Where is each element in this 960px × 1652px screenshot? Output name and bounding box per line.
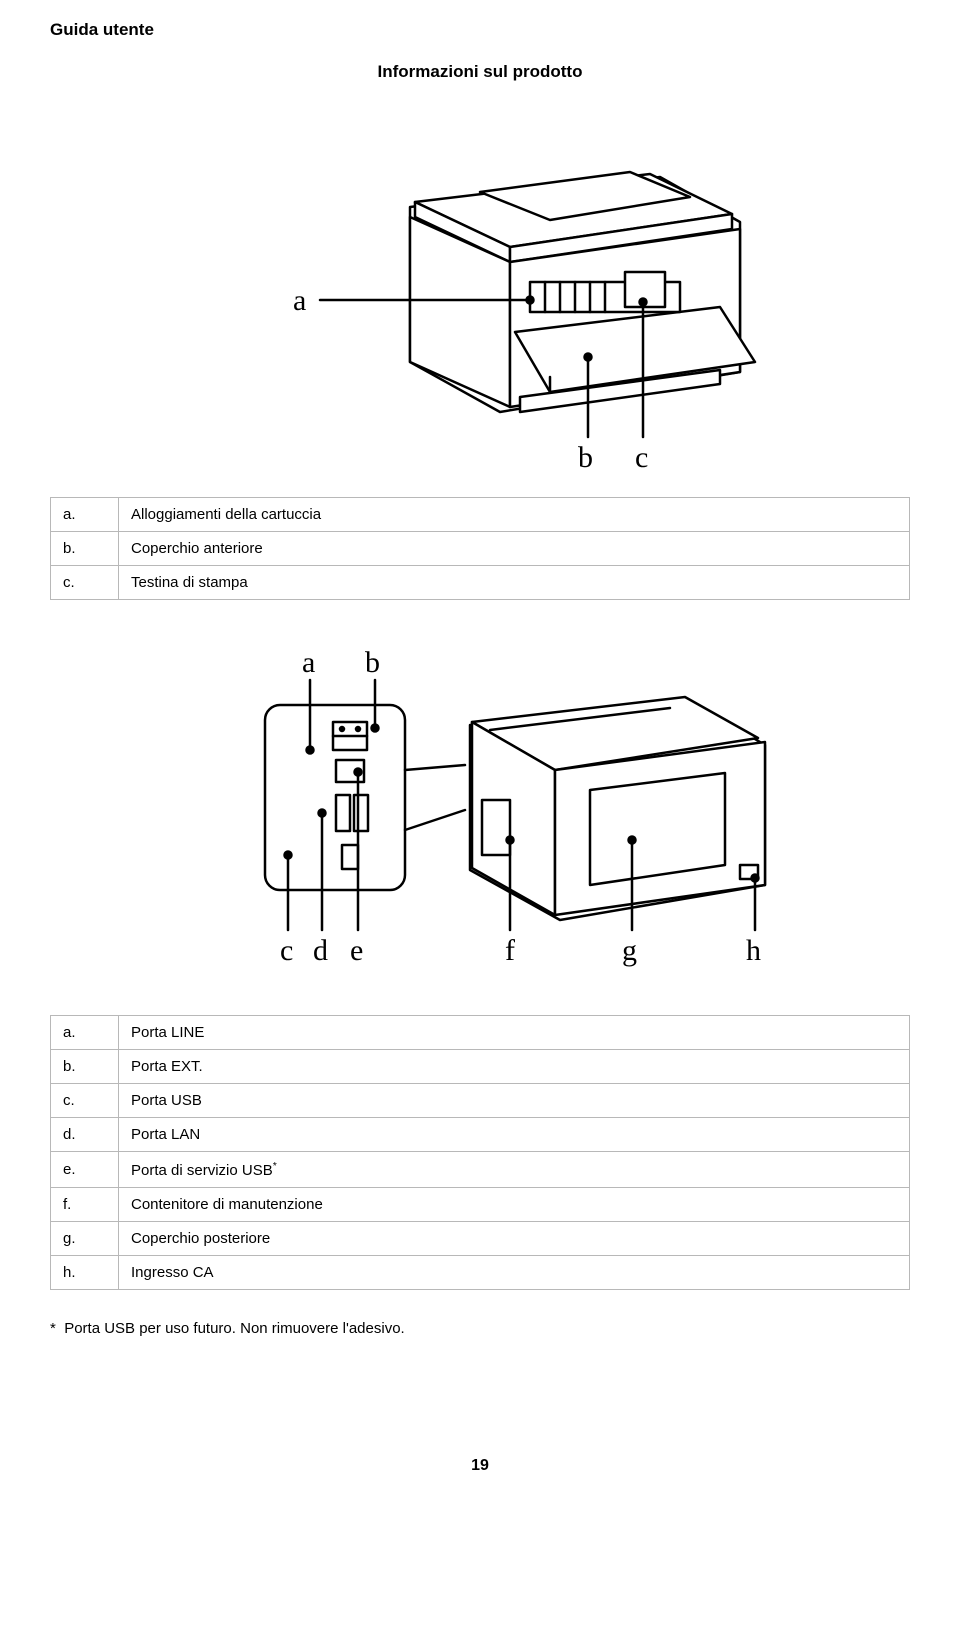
row-key: h. bbox=[51, 1256, 119, 1290]
row-val: Porta EXT. bbox=[119, 1050, 910, 1084]
row-key: b. bbox=[51, 532, 119, 566]
row-key: a. bbox=[51, 498, 119, 532]
row-key: a. bbox=[51, 1016, 119, 1050]
diagram2-label-h: h bbox=[746, 934, 761, 967]
parts-table-2: a. Porta LINE b. Porta EXT. c. Porta USB… bbox=[50, 1015, 910, 1290]
diagram2-label-a: a bbox=[302, 646, 315, 679]
diagram2-label-c: c bbox=[280, 934, 293, 967]
table-row: e. Porta di servizio USB* bbox=[51, 1152, 910, 1188]
table-row: c. Testina di stampa bbox=[51, 566, 910, 600]
parts-table-1: a. Alloggiamenti della cartuccia b. Cope… bbox=[50, 497, 910, 600]
diagram2-label-f: f bbox=[505, 934, 515, 967]
row-val: Coperchio anteriore bbox=[119, 532, 910, 566]
diagram2-label-e: e bbox=[350, 934, 363, 967]
table-row: a. Alloggiamenti della cartuccia bbox=[51, 498, 910, 532]
diagram-rear: a b c d e f g h bbox=[50, 630, 910, 995]
row-key: b. bbox=[51, 1050, 119, 1084]
row-key: e. bbox=[51, 1152, 119, 1188]
table-row: d. Porta LAN bbox=[51, 1118, 910, 1152]
page-number: 19 bbox=[50, 1457, 910, 1475]
row-val: Porta di servizio USB* bbox=[119, 1152, 910, 1188]
diagram1-label-b: b bbox=[578, 441, 593, 472]
diagram-front: a b c bbox=[50, 112, 910, 477]
table-row: f. Contenitore di manutenzione bbox=[51, 1188, 910, 1222]
row-val: Ingresso CA bbox=[119, 1256, 910, 1290]
table-row: c. Porta USB bbox=[51, 1084, 910, 1118]
row-key: g. bbox=[51, 1222, 119, 1256]
table-row: b. Coperchio anteriore bbox=[51, 532, 910, 566]
row-key: f. bbox=[51, 1188, 119, 1222]
row-key: d. bbox=[51, 1118, 119, 1152]
footnote: * Porta USB per uso futuro. Non rimuover… bbox=[50, 1320, 910, 1337]
row-val: Testina di stampa bbox=[119, 566, 910, 600]
row-val: Porta LAN bbox=[119, 1118, 910, 1152]
page: Guida utente Informazioni sul prodotto bbox=[0, 0, 960, 1515]
diagram1-label-c: c bbox=[635, 441, 648, 472]
diagram2-label-d: d bbox=[313, 934, 328, 967]
row-val: Alloggiamenti della cartuccia bbox=[119, 498, 910, 532]
doc-title: Guida utente bbox=[50, 20, 910, 40]
row-key: c. bbox=[51, 1084, 119, 1118]
table-row: g. Coperchio posteriore bbox=[51, 1222, 910, 1256]
row-key: c. bbox=[51, 566, 119, 600]
diagram1-label-a: a bbox=[293, 284, 306, 317]
row-val: Porta LINE bbox=[119, 1016, 910, 1050]
diagram2-label-g: g bbox=[622, 934, 637, 967]
row-val: Porta USB bbox=[119, 1084, 910, 1118]
section-title: Informazioni sul prodotto bbox=[50, 62, 910, 82]
row-val: Coperchio posteriore bbox=[119, 1222, 910, 1256]
row-val: Contenitore di manutenzione bbox=[119, 1188, 910, 1222]
diagram2-label-b: b bbox=[365, 646, 380, 679]
table-row: a. Porta LINE bbox=[51, 1016, 910, 1050]
table-row: b. Porta EXT. bbox=[51, 1050, 910, 1084]
table-row: h. Ingresso CA bbox=[51, 1256, 910, 1290]
